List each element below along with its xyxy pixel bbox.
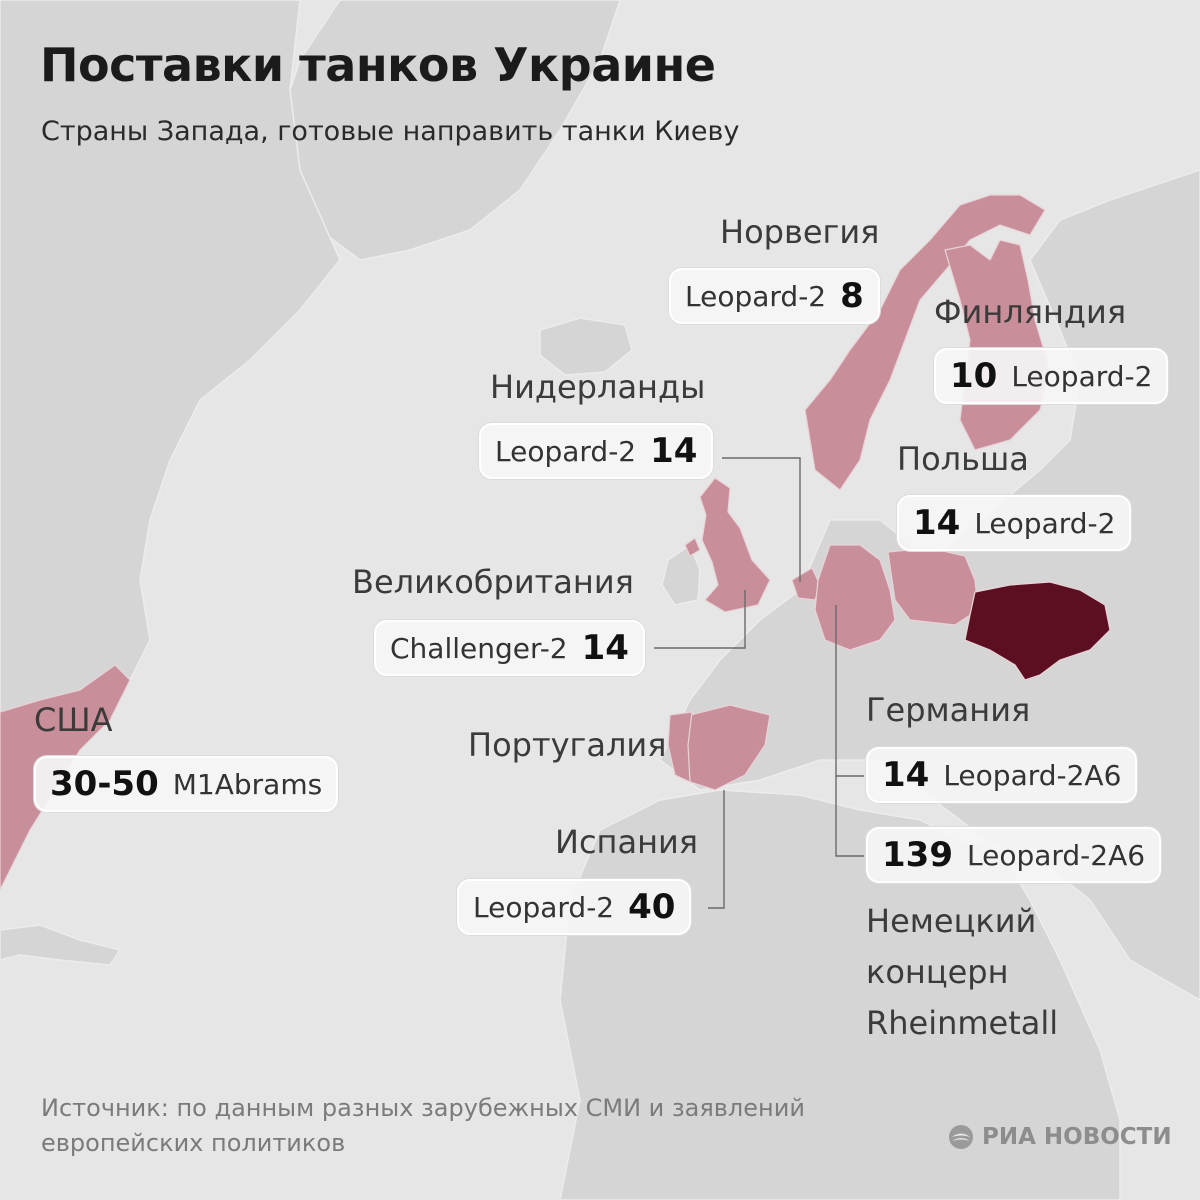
tank-count: 14 xyxy=(650,431,698,471)
ukraine-shape xyxy=(964,581,1111,681)
ireland-small-shape xyxy=(684,537,701,557)
country-label-uk: Великобритания xyxy=(352,563,634,601)
rheinmetall-label: Немецкий концерн Rheinmetall xyxy=(866,896,1086,1049)
tank-pill-poland: 14 Leopard-2 xyxy=(897,495,1132,551)
tank-pill-rheinmetall: 139 Leopard-2A6 xyxy=(866,827,1162,883)
tank-count: 14 xyxy=(882,755,930,795)
portugal-shape xyxy=(667,711,693,783)
page-subtitle: Страны Запада, готовые направить танки К… xyxy=(41,116,740,147)
country-label-poland: Польша xyxy=(897,440,1029,478)
logo-text: РИА НОВОСТИ xyxy=(982,1124,1172,1150)
tank-model: Leopard-2 xyxy=(974,506,1116,540)
tank-pill-germany: 14 Leopard-2A6 xyxy=(866,747,1138,803)
usa-east-coast-shape xyxy=(0,664,131,891)
tank-model: Leopard-2A6 xyxy=(943,758,1122,792)
caribbean-landmass xyxy=(0,924,122,966)
source-note: Источник: по данным разных зарубежных СМ… xyxy=(41,1094,805,1157)
norway-shape xyxy=(804,194,1046,491)
country-label-portugal: Португалия xyxy=(468,726,667,764)
country-label-germany: Германия xyxy=(866,691,1031,729)
tank-model: Leopard-2 xyxy=(1011,359,1153,393)
tank-pill-netherlands: Leopard-2 14 xyxy=(479,423,714,479)
tank-model: Leopard-2 xyxy=(685,279,827,313)
uk-leader-line xyxy=(654,590,746,649)
tank-model: Challenger-2 xyxy=(390,631,568,665)
tank-model: Leopard-2 xyxy=(473,890,615,924)
tank-model: M1Abrams xyxy=(172,767,323,801)
tank-model: Leopard-2 xyxy=(495,434,637,468)
rheinmetall-leader-line xyxy=(835,776,864,857)
country-label-usa: США xyxy=(34,701,113,739)
country-label-finland: Финляндия xyxy=(934,293,1127,331)
tank-count: 139 xyxy=(882,835,953,875)
tank-count: 8 xyxy=(840,276,864,316)
tank-pill-spain: Leopard-2 40 xyxy=(457,879,692,935)
germany-shape xyxy=(814,544,896,651)
netherlands-leader-line xyxy=(722,457,801,582)
country-label-netherlands: Нидерланды xyxy=(490,368,706,406)
tank-count: 14 xyxy=(581,628,629,668)
tank-count: 40 xyxy=(628,887,676,927)
canada-landmass xyxy=(0,0,341,716)
rheinmetall-name: Немецкий концерн Rheinmetall xyxy=(866,902,1059,1042)
spain-leader-line xyxy=(708,790,725,909)
tank-model: Leopard-2A6 xyxy=(966,838,1146,872)
uk-shape xyxy=(699,477,771,613)
tank-count: 14 xyxy=(913,503,961,543)
tank-count: 10 xyxy=(950,356,998,396)
country-label-norway: Норвегия xyxy=(720,213,880,251)
tank-pill-finland: 10 Leopard-2 xyxy=(934,348,1169,404)
tank-count: 30-50 xyxy=(50,764,159,804)
ria-novosti-logo: РИА НОВОСТИ xyxy=(948,1124,1172,1150)
africa-landmass xyxy=(559,789,1121,1200)
page-title: Поставки танков Украине xyxy=(40,38,716,92)
country-label-spain: Испания xyxy=(555,823,699,861)
tank-pill-usa: 30-50 M1Abrams xyxy=(34,756,339,812)
iceland-landmass xyxy=(539,317,633,376)
tank-pill-uk: Challenger-2 14 xyxy=(374,620,645,676)
tank-pill-norway: Leopard-2 8 xyxy=(669,268,880,324)
ria-novosti-logo-icon xyxy=(949,1125,973,1149)
